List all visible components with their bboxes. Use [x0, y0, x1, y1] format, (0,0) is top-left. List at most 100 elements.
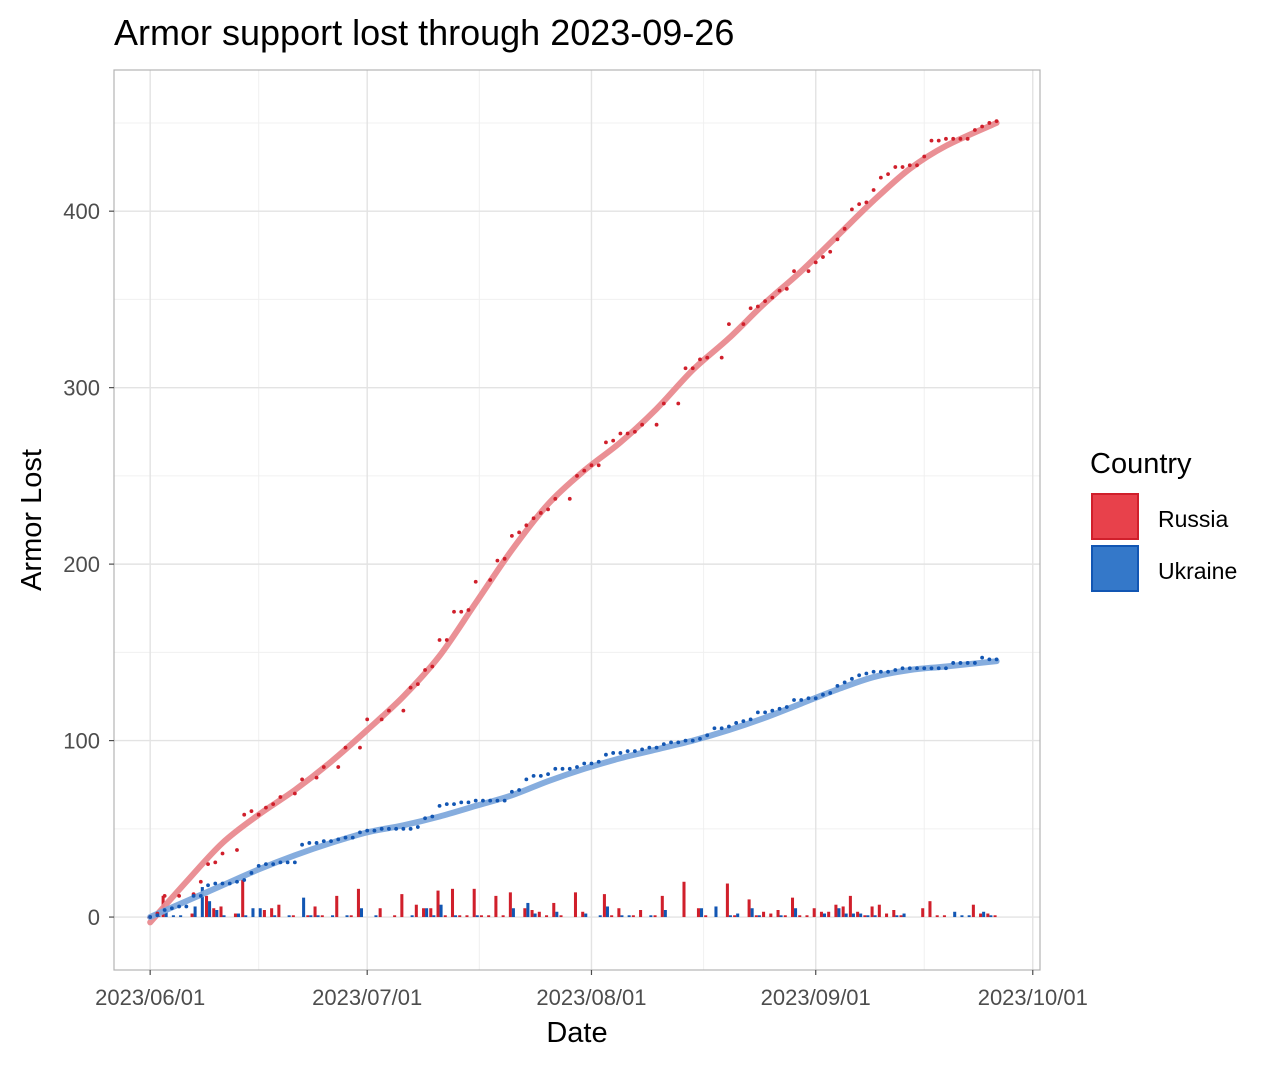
cumulative-point-ukraine	[748, 717, 753, 722]
cumulative-point-ukraine	[206, 883, 210, 888]
cumulative-point-russia	[994, 119, 999, 124]
cumulative-point-russia	[770, 295, 775, 300]
cumulative-point-russia	[719, 355, 724, 360]
cumulative-point-ukraine	[886, 669, 890, 674]
cumulative-point-ukraine	[828, 691, 833, 695]
daily-bar-ukraine	[222, 915, 226, 918]
cumulative-point-ukraine	[987, 657, 992, 662]
daily-bar-russia	[696, 908, 700, 918]
cumulative-point-russia	[676, 401, 681, 406]
daily-bar-russia	[653, 915, 657, 918]
cumulative-point-ukraine	[517, 788, 522, 792]
daily-bar-ukraine	[598, 915, 602, 918]
cumulative-point-ukraine	[177, 904, 182, 909]
daily-bar-ukraine	[859, 913, 863, 918]
daily-bar-russia	[986, 913, 990, 918]
cumulative-point-ukraine	[191, 893, 196, 898]
daily-bar-ukraine	[251, 908, 255, 918]
cumulative-point-russia	[589, 463, 594, 468]
daily-bar-russia	[487, 915, 491, 918]
cumulative-point-ukraine	[220, 881, 225, 886]
daily-bar-ukraine	[439, 904, 443, 918]
cumulative-point-russia	[198, 879, 203, 884]
daily-bar-ukraine	[208, 901, 212, 918]
cumulative-point-ukraine	[256, 863, 261, 868]
cumulative-point-ukraine	[502, 798, 507, 803]
daily-bar-russia	[725, 883, 729, 918]
daily-bar-russia	[501, 915, 505, 918]
cumulative-point-russia	[314, 775, 319, 780]
daily-bar-russia	[870, 906, 874, 918]
cumulative-point-russia	[611, 438, 616, 443]
cumulative-point-russia	[423, 668, 427, 672]
cumulative-point-russia	[249, 809, 254, 814]
cumulative-point-russia	[632, 429, 637, 434]
cumulative-point-russia	[944, 136, 948, 141]
cumulative-point-ukraine	[444, 802, 449, 807]
cumulative-point-russia	[437, 638, 442, 642]
cumulative-point-russia	[509, 533, 514, 538]
cumulative-point-ukraine	[452, 802, 456, 807]
legend-key-russia	[1091, 493, 1139, 540]
daily-bar-russia	[841, 906, 845, 918]
cumulative-point-russia	[922, 154, 927, 159]
daily-bar-russia	[993, 915, 997, 918]
cumulative-point-russia	[553, 496, 558, 501]
daily-bar-ukraine	[345, 915, 349, 918]
daily-bar-russia	[856, 911, 860, 918]
cumulative-point-ukraine	[495, 798, 500, 803]
daily-bar-russia	[769, 913, 773, 918]
cumulative-point-ukraine	[524, 777, 529, 782]
cumulative-point-ukraine	[249, 871, 254, 875]
daily-bar-ukraine	[200, 887, 204, 918]
x-tick-label: 2023/06/01	[95, 985, 205, 1010]
daily-bar-ukraine	[164, 910, 168, 918]
cumulative-point-ukraine	[415, 825, 420, 829]
daily-bar-russia	[400, 894, 404, 918]
cumulative-point-ukraine	[632, 749, 637, 754]
cumulative-point-russia	[864, 200, 869, 205]
cumulative-point-ukraine	[227, 881, 232, 886]
legend-label-ukraine: Ukraine	[1158, 558, 1237, 584]
cumulative-point-ukraine	[314, 841, 319, 845]
cumulative-point-ukraine	[459, 800, 464, 805]
daily-bar-ukraine	[663, 910, 667, 918]
daily-bar-russia	[733, 915, 737, 918]
cumulative-point-ukraine	[285, 860, 290, 865]
cumulative-point-russia	[365, 717, 370, 722]
legend-key-ukraine	[1091, 545, 1139, 592]
cumulative-point-russia	[625, 431, 630, 436]
x-tick-label: 2023/09/01	[761, 985, 871, 1010]
minor-gridlines	[114, 70, 1040, 970]
cumulative-point-ukraine	[575, 765, 579, 769]
daily-bar-russia	[798, 915, 802, 918]
cumulative-point-ukraine	[625, 749, 630, 754]
cumulative-point-russia	[488, 578, 493, 582]
daily-bar-ukraine	[873, 915, 877, 918]
cumulative-point-ukraine	[538, 773, 543, 778]
daily-bar-russia	[704, 915, 708, 918]
daily-bar-russia	[436, 890, 440, 918]
cumulative-point-russia	[936, 138, 941, 143]
cumulative-point-ukraine	[835, 683, 840, 688]
cumulative-point-russia	[430, 664, 435, 669]
daily-bar-russia	[429, 908, 433, 918]
cumulative-point-ukraine	[300, 842, 304, 847]
daily-bar-ukraine	[866, 915, 870, 918]
y-tick-label: 0	[88, 905, 100, 930]
daily-bar-russia	[559, 915, 563, 918]
cumulative-point-russia	[343, 745, 348, 750]
daily-bar-russia	[776, 910, 780, 918]
cumulative-point-ukraine	[350, 835, 355, 840]
cumulative-point-russia	[618, 431, 623, 436]
y-tick-label: 100	[63, 729, 100, 754]
cumulative-point-ukraine	[683, 738, 688, 743]
cumulative-point-ukraine	[358, 830, 362, 835]
cumulative-point-ukraine	[647, 745, 652, 750]
cumulative-point-russia	[502, 556, 507, 561]
x-tick-label: 2023/10/01	[978, 985, 1088, 1010]
cumulative-point-russia	[842, 226, 847, 231]
cumulative-point-russia	[401, 708, 406, 713]
daily-bar-russia	[928, 901, 932, 918]
cumulative-point-russia	[336, 765, 341, 769]
